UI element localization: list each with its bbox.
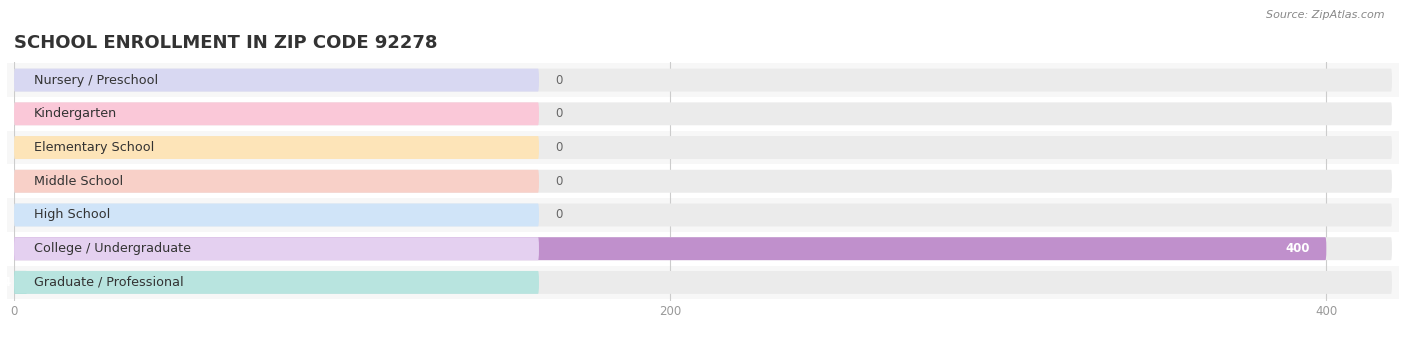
FancyBboxPatch shape bbox=[14, 136, 1392, 159]
Text: 0: 0 bbox=[555, 107, 562, 120]
Text: 0: 0 bbox=[555, 74, 562, 87]
Bar bbox=[7, 97, 1399, 131]
Text: 0: 0 bbox=[555, 141, 562, 154]
Bar bbox=[7, 131, 1399, 165]
Bar bbox=[7, 165, 1399, 198]
Bar bbox=[7, 198, 1399, 232]
Bar bbox=[7, 232, 1399, 265]
Text: Nursery / Preschool: Nursery / Preschool bbox=[34, 74, 157, 87]
FancyBboxPatch shape bbox=[14, 102, 1392, 125]
FancyBboxPatch shape bbox=[14, 69, 538, 92]
FancyBboxPatch shape bbox=[14, 203, 538, 226]
Text: Kindergarten: Kindergarten bbox=[34, 107, 117, 120]
Text: Graduate / Professional: Graduate / Professional bbox=[34, 276, 183, 289]
Text: Source: ZipAtlas.com: Source: ZipAtlas.com bbox=[1267, 10, 1385, 20]
FancyBboxPatch shape bbox=[14, 237, 538, 260]
Bar bbox=[7, 63, 1399, 97]
Text: 0: 0 bbox=[555, 209, 562, 222]
Text: SCHOOL ENROLLMENT IN ZIP CODE 92278: SCHOOL ENROLLMENT IN ZIP CODE 92278 bbox=[14, 34, 437, 52]
FancyBboxPatch shape bbox=[14, 102, 538, 125]
FancyBboxPatch shape bbox=[14, 136, 538, 159]
Text: 400: 400 bbox=[1285, 242, 1310, 255]
FancyBboxPatch shape bbox=[14, 237, 1392, 260]
FancyBboxPatch shape bbox=[14, 271, 27, 294]
FancyBboxPatch shape bbox=[14, 69, 1392, 92]
Text: College / Undergraduate: College / Undergraduate bbox=[34, 242, 191, 255]
FancyBboxPatch shape bbox=[14, 237, 1326, 260]
FancyBboxPatch shape bbox=[14, 203, 1392, 226]
FancyBboxPatch shape bbox=[14, 170, 538, 193]
Text: Elementary School: Elementary School bbox=[34, 141, 155, 154]
FancyBboxPatch shape bbox=[14, 170, 1392, 193]
Text: 4: 4 bbox=[3, 276, 11, 289]
Text: High School: High School bbox=[34, 209, 110, 222]
FancyBboxPatch shape bbox=[14, 271, 538, 294]
Text: 0: 0 bbox=[555, 175, 562, 188]
Bar bbox=[7, 265, 1399, 299]
Text: Middle School: Middle School bbox=[34, 175, 122, 188]
FancyBboxPatch shape bbox=[14, 271, 1392, 294]
